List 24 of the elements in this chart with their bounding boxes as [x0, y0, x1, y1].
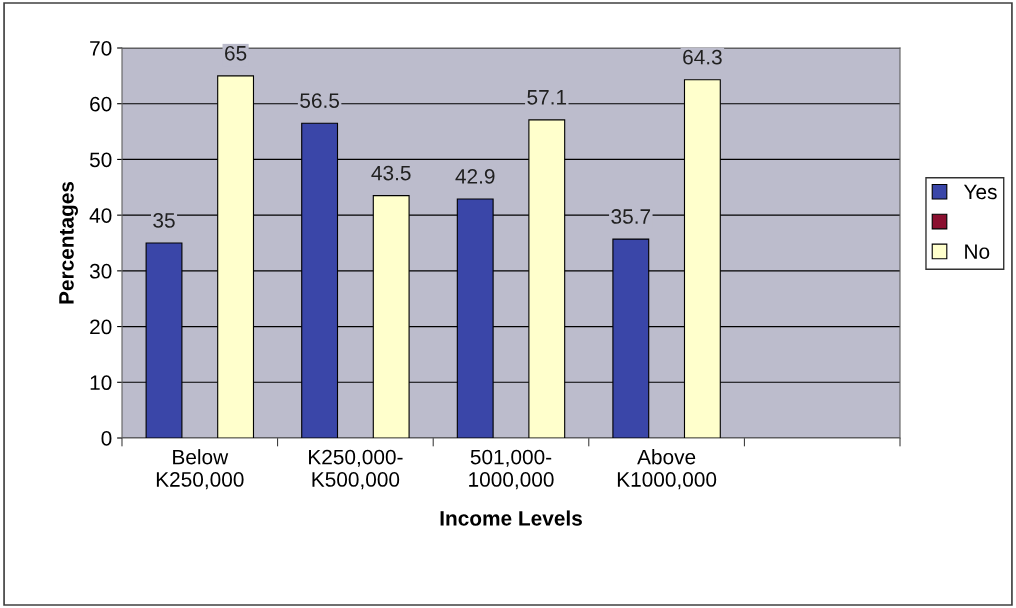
y-tick-label: 60 [90, 96, 112, 112]
data-label: 43.5 [371, 165, 411, 181]
data-label: 65 [225, 45, 247, 61]
y-tick-label: 50 [89, 152, 112, 168]
data-label: 42.9 [455, 169, 495, 184]
y-tick-label: 10 [90, 375, 112, 391]
data-label: 64.3 [683, 49, 722, 65]
x-tick-label: 501,000- 1000,000 [469, 449, 554, 490]
y-tick-label: 0 [101, 431, 112, 446]
x-tick-label: Below K250,000 [156, 449, 244, 490]
y-tick-label: 70 [90, 41, 112, 56]
data-label: 57.1 [527, 90, 567, 105]
x-tick-label: K250,000- K500,000 [309, 449, 403, 490]
y-tick-label: 30 [89, 263, 112, 279]
data-label: 56.5 [300, 93, 340, 108]
legend-label: No [965, 244, 990, 259]
y-axis-title: Percentages [59, 181, 78, 304]
data-label: 35 [153, 213, 175, 228]
y-tick-label: 20 [90, 319, 112, 335]
legend-label: Yes [963, 184, 997, 200]
y-tick-label: 40 [89, 208, 112, 223]
x-axis-title: Income Levels [440, 510, 582, 526]
data-label: 35.7 [611, 209, 651, 224]
x-tick-label: Above K1000,000 [617, 449, 717, 490]
